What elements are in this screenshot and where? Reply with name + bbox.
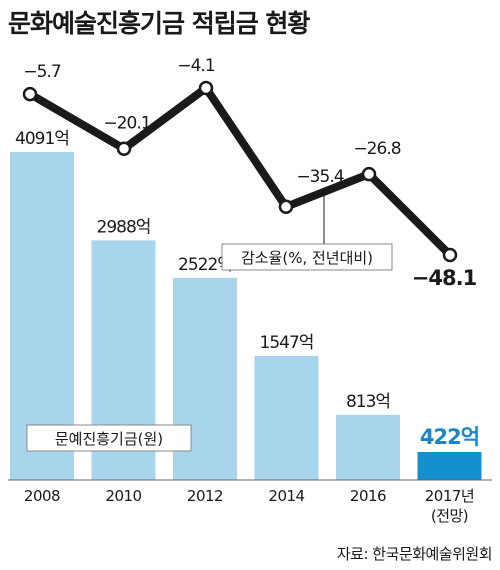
x-tick-label-0: 2008 — [24, 487, 60, 505]
line-value-label-2: −4.1 — [177, 56, 214, 76]
source-note: 자료: 한국문화예술위원회 — [336, 545, 493, 563]
x-tick-label-1: 2010 — [105, 487, 141, 505]
x-tick-label-3: 2014 — [268, 487, 304, 505]
bar-value-label-2: 2522억 — [178, 255, 232, 275]
line-legend-label: 감소율(%, 전년대비) — [241, 249, 373, 267]
line-legend-frame — [221, 243, 393, 271]
bar-series — [10, 152, 482, 480]
chart-title: 문화예술진흥기금 적립금 현황 — [8, 9, 310, 38]
line-point-5 — [442, 247, 458, 263]
line-value-label-4: −26.8 — [353, 139, 400, 159]
line-legend-box: 감소율(%, 전년대비) — [221, 195, 393, 271]
bar-4 — [336, 414, 400, 480]
x-tick-label-5-0: 2017년 — [425, 487, 474, 505]
x-tick-label-5-1: (전망) — [431, 507, 468, 525]
line-value-label-1: −20.1 — [103, 114, 150, 134]
line-value-labels: −5.7 −20.1 −4.1 −35.4 −26.8 −48.1 — [23, 56, 477, 290]
line-value-label-5: −48.1 — [412, 266, 477, 290]
bar-legend-label: 문예진흥기금(원) — [55, 430, 163, 448]
line-point-0 — [22, 86, 38, 102]
bar-5 — [417, 452, 482, 480]
line-value-label-0: −5.7 — [23, 62, 60, 82]
line-point-4 — [361, 166, 377, 182]
x-axis-labels: 2008 2010 2012 2014 2016 2017년 (전망) — [24, 487, 475, 525]
bar-value-label-0: 4091억 — [15, 129, 69, 149]
line-series — [22, 80, 458, 263]
bar-value-label-5: 422억 — [420, 425, 479, 449]
x-tick-label-2: 2012 — [187, 487, 223, 505]
x-tick-label-4: 2016 — [350, 487, 386, 505]
line-point-3 — [278, 199, 294, 215]
bar-value-label-4: 813억 — [346, 392, 390, 412]
line-point-2 — [198, 80, 214, 96]
bar-value-labels: 4091억 2988억 2522억 1547억 813억 422억 — [15, 129, 480, 449]
line-point-1 — [116, 141, 132, 156]
bar-3 — [254, 355, 319, 480]
line-value-label-3: −35.4 — [296, 167, 343, 187]
bar-value-label-3: 1547억 — [260, 333, 314, 353]
decline-rate-line — [27, 84, 453, 258]
bar-value-label-1: 2988억 — [97, 217, 151, 237]
bar-legend-frame — [26, 424, 192, 452]
bar-legend-box: 문예진흥기금(원) — [26, 424, 192, 452]
